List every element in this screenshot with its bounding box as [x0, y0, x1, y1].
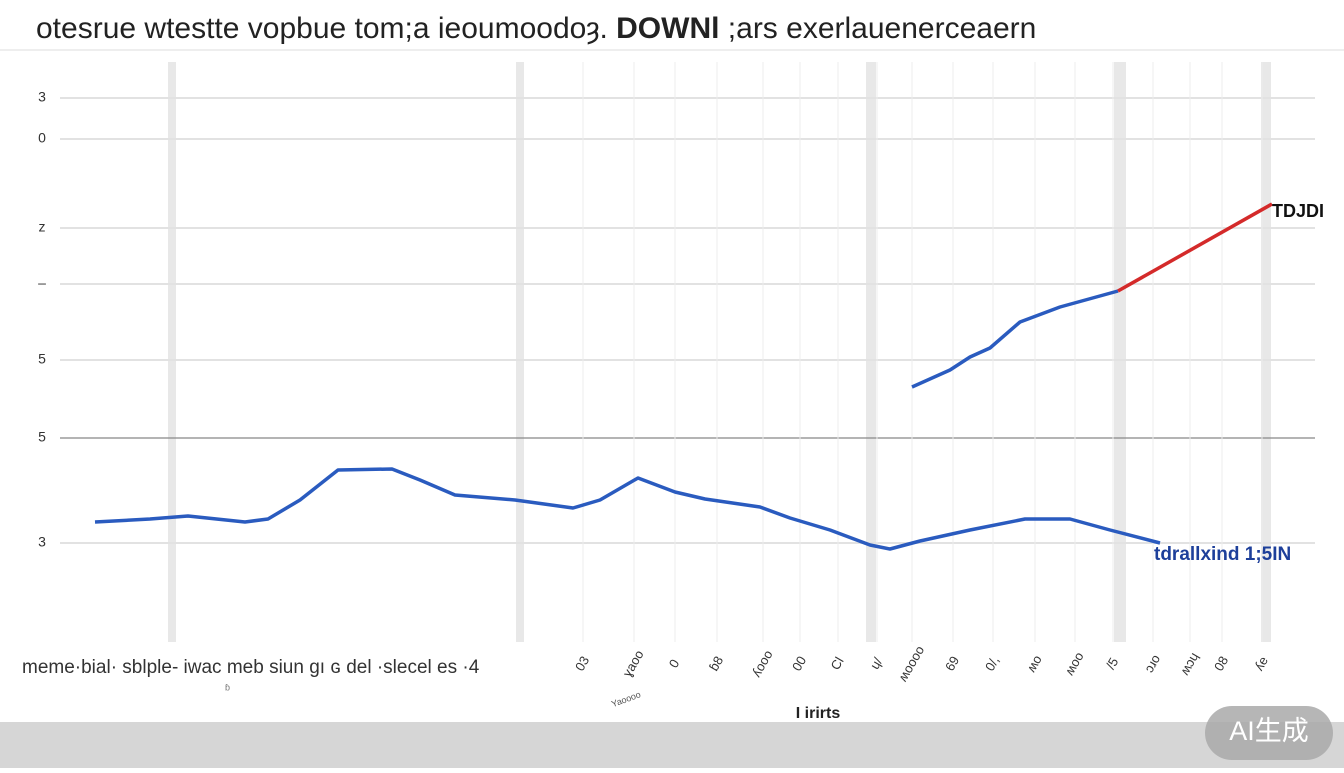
band [866, 62, 876, 642]
y-tick-label: 5 [38, 351, 46, 367]
line [94, 467, 1161, 551]
title-part: otesrue wtestte vopbue tom;a ieoumoodoȝ. [36, 12, 608, 45]
x-text: meme·bial· sblple- iwac meb siun gı ɢ de… [22, 657, 480, 678]
line [1117, 202, 1273, 293]
x-tick-label: ʍo [1023, 653, 1044, 675]
grid [60, 62, 1315, 642]
x-tick-label: 08 [1211, 653, 1231, 673]
x-tick-label: ʎe [1251, 654, 1271, 673]
watermark: AI生成 [1229, 716, 1309, 746]
note: ɓ [225, 682, 230, 692]
x-tick-label: ɓ8 [706, 653, 726, 673]
x-tick-label: 69 [942, 653, 962, 673]
watermark-badge [1205, 706, 1333, 760]
band [168, 62, 176, 642]
title-bold: DOWNl [616, 12, 719, 45]
chart-title: otesrue wtestte vopbue tom;a ieoumoodoȝ.… [36, 12, 1036, 45]
y-tick-label: 3 [38, 89, 46, 105]
band [516, 62, 524, 642]
y-tick-label: – [38, 275, 46, 291]
bands [168, 62, 1271, 642]
band [1261, 62, 1271, 642]
footer-bar [0, 722, 1344, 768]
y-tick-label: z [39, 219, 46, 235]
band [1114, 62, 1126, 642]
x-axis-label: I irirts [796, 705, 841, 722]
annotation: tdrallxind 1;5IN [1154, 544, 1291, 565]
y-tick-label: 3 [38, 534, 46, 550]
x-tick-label: 03 [572, 653, 592, 673]
x-tick-label: 0/, [982, 653, 1002, 673]
annotation: TDJDI [1272, 201, 1324, 221]
title-part: ;ars exerlauenerceaern [728, 12, 1037, 45]
line [911, 289, 1119, 389]
y-tick-label: 5 [38, 429, 46, 445]
y-tick-label: 0 [38, 130, 46, 146]
x-tick-label: 00 [789, 653, 809, 673]
